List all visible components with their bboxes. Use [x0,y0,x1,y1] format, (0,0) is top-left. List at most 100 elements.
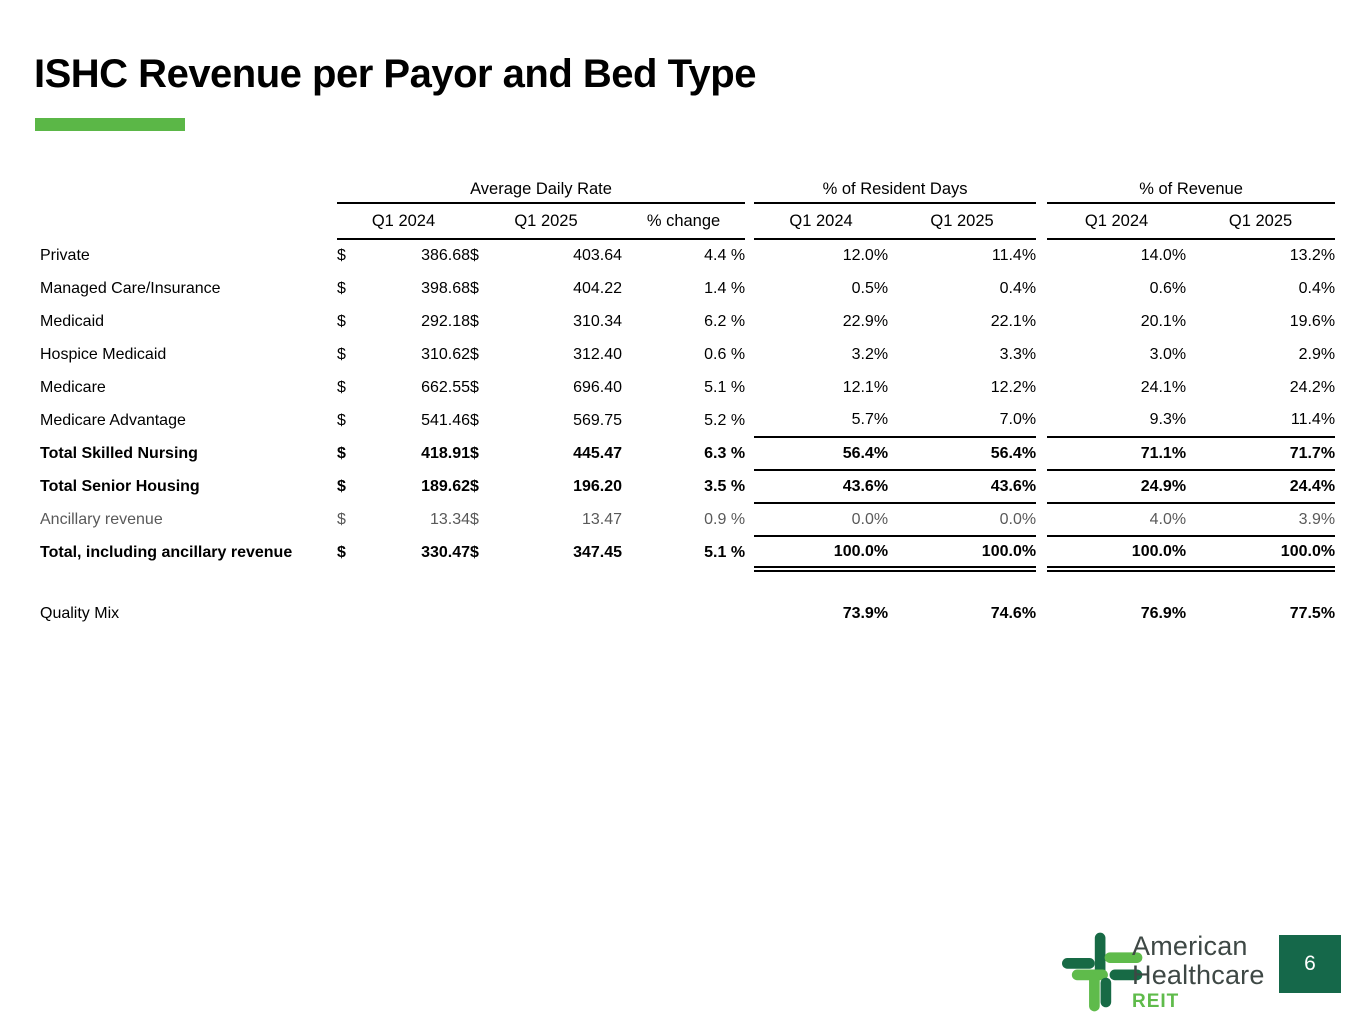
adr-2024-value: 13.34 [429,510,470,528]
currency-symbol: $ [337,345,346,363]
currency-symbol: $ [470,279,479,297]
currency-symbol: $ [470,543,479,561]
adr-2025-value: 347.45 [573,543,622,561]
row-label: Managed Care/Insurance [40,279,221,297]
healthcare-cross-icon [1062,932,1143,1012]
pct-change-value: 4.4 % [704,247,746,264]
rd-2025-value: 7.0% [888,404,1037,438]
rev-2025-value: 2.9% [1298,345,1336,363]
rd-2025-value: 74.6% [990,604,1037,622]
rev-2025-value: 19.6% [1289,312,1336,330]
table-row-total-senior-housing: Total Senior Housing $ 189.62 $ 196.20 3… [40,470,1336,504]
group-gap [745,272,754,305]
table-row-total-including-ancillary: Total, including ancillary revenue $ 330… [40,536,1336,572]
subheader-rd-q1-2024: Q1 2024 [754,203,889,240]
revenue-table: Average Daily Rate % of Resident Days % … [40,176,1336,630]
rd-2024-value: 22.9% [842,312,889,330]
table-subheader-row: Q1 2024 Q1 2025 % change Q1 2024 Q1 2025… [40,203,1336,240]
logo-reit-label: REIT [1132,991,1180,1012]
row-label: Quality Mix [40,604,120,622]
adr-2024-value: 398.68 [421,279,470,297]
rev-2024-value: 14.0% [1140,247,1187,264]
pct-change-value: 3.5 % [704,477,746,495]
subheader-adr-q1-2025: Q1 2025 [470,203,622,240]
adr-2024-value: 330.47 [421,543,470,561]
rev-2024-value: 76.9% [1140,604,1187,622]
row-label: Total, including ancillary revenue [40,543,293,561]
group-gap [745,176,754,203]
rd-2024-value: 3.2% [851,345,889,363]
table-group-header-row: Average Daily Rate % of Resident Days % … [40,176,1336,204]
group-header-revenue: % of Revenue [1047,176,1336,204]
rev-2025-value: 100.0% [1186,536,1336,572]
adr-2025-value: 445.47 [573,444,622,462]
group-gap [1036,470,1047,503]
group-gap [1036,503,1047,536]
currency-symbol: $ [470,247,479,264]
currency-symbol: $ [470,411,479,429]
currency-symbol: $ [470,312,479,330]
table-row-managed-care: Managed Care/Insurance $ 398.68 $ 404.22… [40,272,1335,305]
adr-2025-value: 13.47 [581,510,622,528]
currency-symbol: $ [470,444,479,462]
table-row-hospice-medicaid: Hospice Medicaid $ 310.62 $ 312.40 0.6 %… [40,338,1335,371]
rev-2024-value: 4.0% [1047,503,1187,537]
adr-2025-value: 312.40 [573,345,622,363]
group-gap [745,437,754,470]
group-gap [745,371,754,404]
rev-2025-value: 77.5% [1289,604,1336,622]
table-row-medicaid: Medicaid $ 292.18 $ 310.34 6.2 % 22.9% 2… [40,305,1335,338]
rev-2025-value: 24.2% [1289,378,1336,396]
rd-2024-value: 12.1% [842,378,889,396]
rev-2025-value: 0.4% [1298,279,1336,297]
rd-2024-value: 56.4% [754,437,889,471]
rd-2024-value: 12.0% [842,247,889,264]
rev-2024-value: 20.1% [1140,312,1187,330]
page-title: ISHC Revenue per Payor and Bed Type [34,52,756,96]
subheader-rev-q1-2025: Q1 2025 [1186,203,1336,240]
pct-change-value: 0.6 % [704,345,746,363]
currency-symbol: $ [337,378,346,396]
rev-2024-value: 9.3% [1047,404,1187,438]
currency-symbol: $ [337,279,346,297]
rd-2024-value: 0.5% [851,279,889,297]
subheader-rd-q1-2025: Q1 2025 [888,203,1037,240]
currency-symbol: $ [470,477,479,495]
row-label: Total Senior Housing [40,477,200,495]
group-gap [1036,239,1047,272]
page-number-badge: 6 [1279,935,1341,993]
rev-2025-value: 11.4% [1186,404,1336,438]
currency-symbol: $ [337,312,346,330]
rev-2025-value: 24.4% [1186,470,1336,504]
rd-2025-value: 0.0% [888,503,1037,537]
group-gap [1036,371,1047,404]
rd-2025-value: 0.4% [999,279,1037,297]
logo-name-line1: American [1132,931,1248,961]
group-gap [1036,203,1047,239]
pct-change-value: 5.2 % [704,411,746,429]
currency-symbol: $ [470,378,479,396]
rd-2025-value: 43.6% [888,470,1037,504]
rev-2024-value: 3.0% [1149,345,1187,363]
rd-2025-value: 22.1% [990,312,1037,330]
group-gap [745,536,754,569]
adr-2025-value: 403.64 [573,247,622,264]
rd-2025-value: 56.4% [888,437,1037,471]
pct-change-value: 1.4 % [704,279,746,297]
adr-2024-value: 418.91 [421,444,470,462]
rd-2025-value: 3.3% [999,345,1037,363]
rd-2025-value: 11.4% [991,247,1037,264]
pct-change-value: 5.1 % [704,378,746,396]
group-gap [1036,536,1047,569]
row-label: Private [40,246,90,264]
currency-symbol: $ [337,411,346,429]
adr-2024-value: 662.55 [421,378,470,396]
row-label: Medicare Advantage [40,411,186,429]
adr-2025-value: 196.20 [573,477,622,495]
group-gap [745,503,754,536]
pct-change-value: 5.1 % [704,543,746,561]
group-gap [745,470,754,503]
rd-2024-value: 43.6% [754,470,889,504]
logo-name-line2: Healthcare [1132,960,1265,990]
